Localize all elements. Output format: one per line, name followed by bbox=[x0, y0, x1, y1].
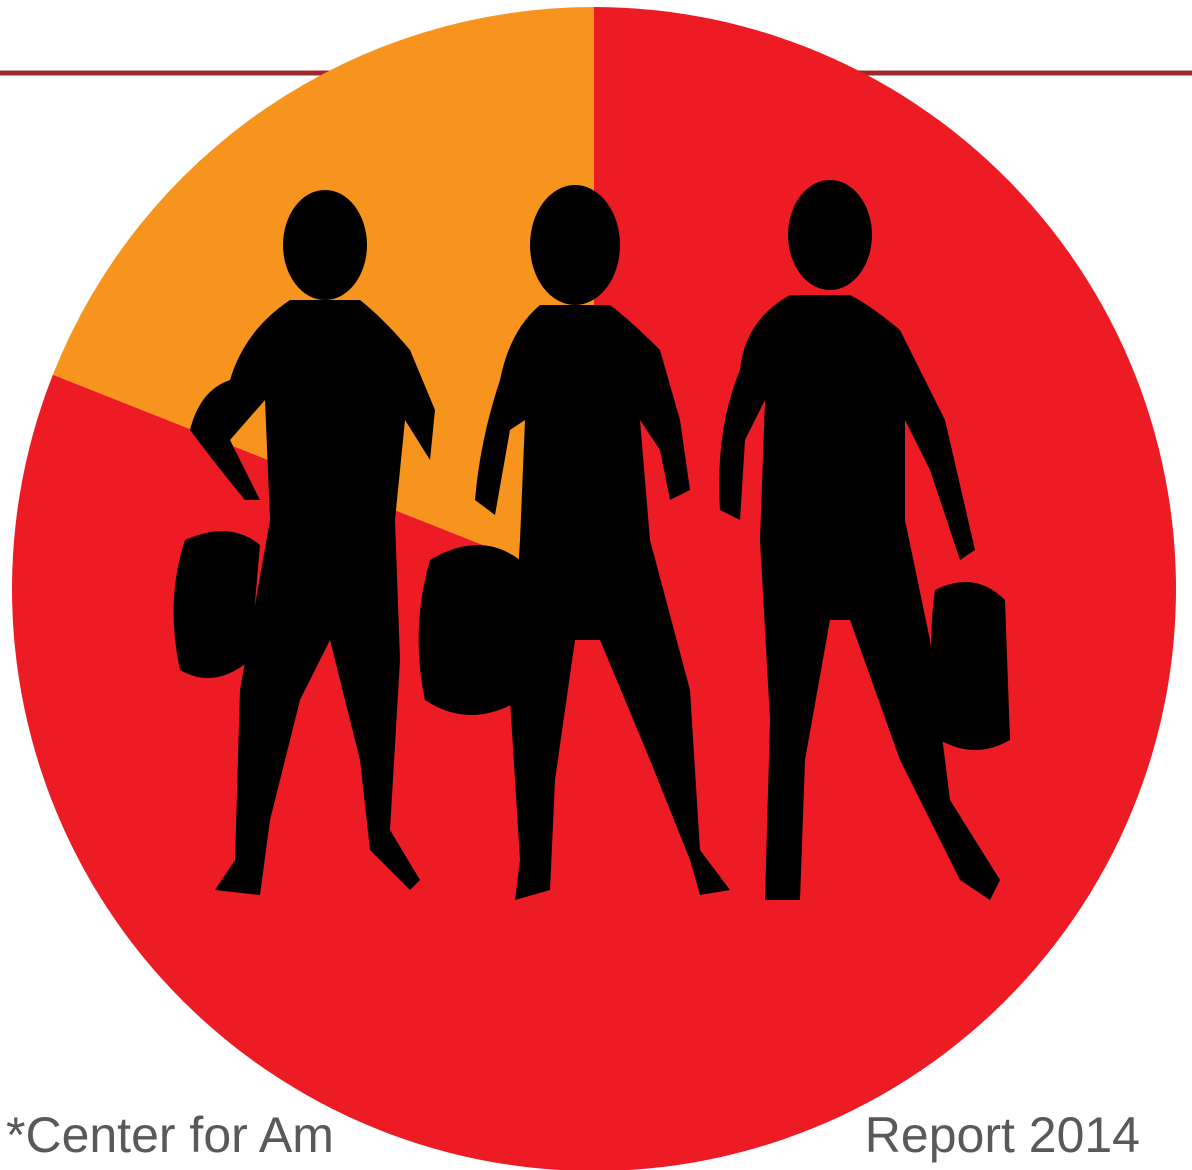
head bbox=[788, 180, 872, 290]
chart: *Center for Am Report 2014 bbox=[0, 0, 1192, 1170]
footnote-left: *Center for Am bbox=[6, 1107, 334, 1163]
head bbox=[530, 185, 620, 305]
bag bbox=[931, 582, 1010, 750]
bag bbox=[419, 545, 520, 715]
page: *Center for Am Report 2014 (() => { cons… bbox=[0, 0, 1192, 1170]
footnote-right: Report 2014 bbox=[865, 1107, 1140, 1163]
bag bbox=[174, 531, 260, 678]
head bbox=[283, 190, 367, 300]
